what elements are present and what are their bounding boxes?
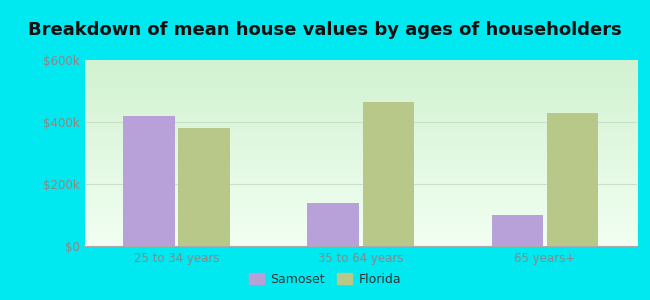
Bar bbox=[363, 102, 414, 246]
Bar bbox=[123, 116, 175, 246]
Bar bbox=[307, 202, 359, 246]
Bar bbox=[491, 215, 543, 246]
Text: Breakdown of mean house values by ages of householders: Breakdown of mean house values by ages o… bbox=[28, 21, 622, 39]
Legend: Samoset, Florida: Samoset, Florida bbox=[244, 268, 406, 291]
Bar bbox=[547, 113, 598, 246]
Bar bbox=[178, 128, 230, 246]
